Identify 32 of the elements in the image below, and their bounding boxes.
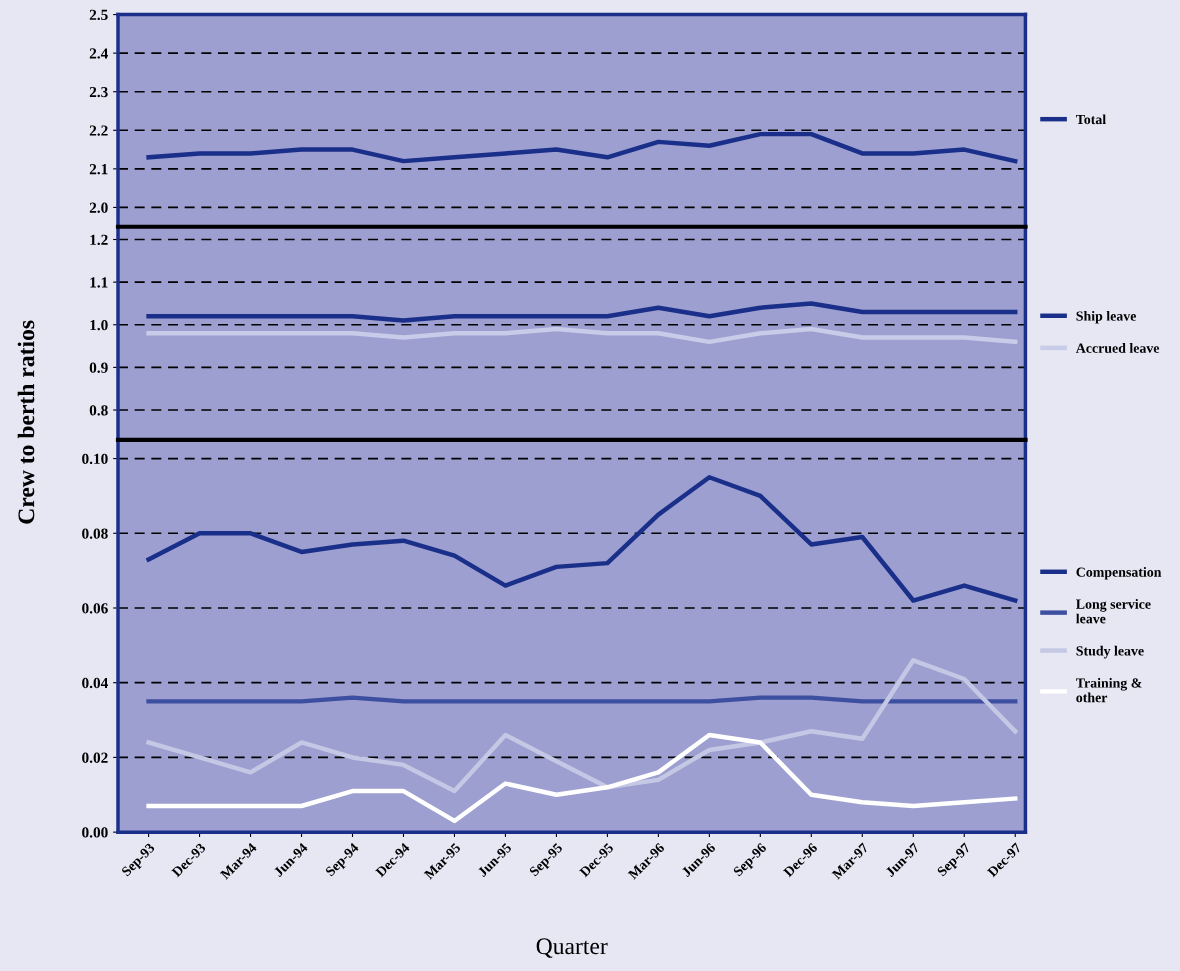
- y-tick-label: 0.06: [82, 603, 108, 614]
- legend-label: Ship leave: [1076, 310, 1137, 324]
- y-tick-label: 2.3: [89, 86, 108, 98]
- legend-label: Accrued leave: [1075, 343, 1160, 353]
- line-series: [146, 475, 1018, 603]
- legend-label: Total: [1076, 114, 1106, 125]
- y-tick-label: 1.2: [90, 234, 108, 246]
- legend-label: Training & other: [1076, 677, 1142, 703]
- line-series: [146, 326, 1018, 345]
- y-tick-label: 0.9: [89, 362, 108, 373]
- y-tick-label: 2.4: [89, 48, 108, 59]
- y-tick-label: 1.0: [90, 319, 108, 331]
- y-tick-label: 0.10: [82, 453, 108, 465]
- y-tick-label: 0.08: [82, 528, 108, 539]
- line-series: [146, 732, 1018, 824]
- legend-label: Compensation: [1076, 567, 1162, 580]
- y-tick-label: 0.00: [82, 827, 108, 838]
- y-tick-label: 2.0: [89, 202, 108, 213]
- x-axis-title: Quarter: [536, 938, 608, 958]
- y-tick-label: 0.04: [82, 677, 108, 689]
- legend-label: Study leave: [1076, 645, 1144, 659]
- line-series: [146, 658, 1018, 794]
- line-series: [146, 131, 1018, 164]
- y-tick-label: 2.5: [89, 9, 108, 21]
- y-tick-label: 0.8: [89, 405, 108, 416]
- line-series: [146, 301, 1018, 323]
- y-tick-label: 0.02: [82, 752, 108, 763]
- y-tick-label: 1.1: [90, 277, 108, 288]
- y-tick-label: 2.2: [89, 125, 108, 136]
- legend-label: Long service leave: [1076, 599, 1151, 624]
- y-axis-title: Crew to berth ratios: [17, 320, 35, 524]
- y-tick-label: 2.1: [89, 164, 108, 175]
